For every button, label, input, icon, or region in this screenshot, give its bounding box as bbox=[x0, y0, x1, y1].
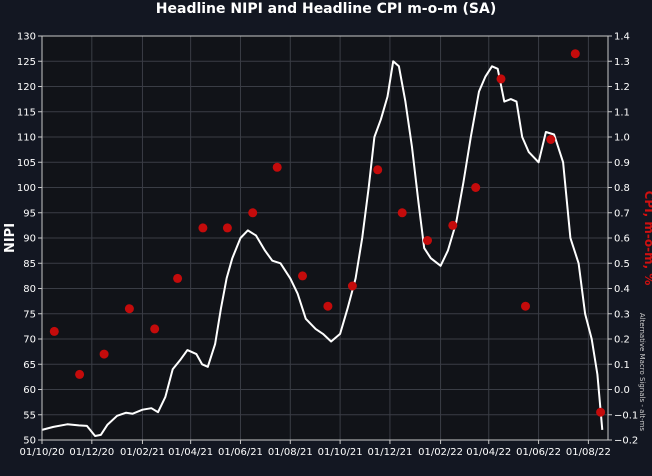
left-tick-label: 55 bbox=[23, 410, 36, 421]
cpi-point bbox=[423, 236, 432, 245]
chart-title: Headline NIPI and Headline CPI m-o-m (SA… bbox=[156, 1, 496, 17]
left-tick-label: 105 bbox=[17, 158, 36, 169]
x-tick-label: 01/08/21 bbox=[268, 447, 313, 458]
left-tick-label: 85 bbox=[23, 259, 36, 270]
cpi-point bbox=[99, 349, 109, 359]
right-axis: −0.2 −0.1 0.0 0.1 0.2 0.3 0.4 0.5 0.6 0.7 0.8 0.9 1.… bbox=[608, 32, 638, 447]
x-axis: 01/10/20 01/12/20 01/02/21 01/04/21 01/06/21… bbox=[20, 440, 611, 458]
y-axis-label: NIPI bbox=[3, 223, 18, 253]
x-tick-label: 01/08/22 bbox=[566, 447, 611, 458]
left-tick-label: 60 bbox=[23, 385, 36, 396]
cpi-point bbox=[222, 223, 232, 233]
x-tick-label: 01/04/22 bbox=[466, 447, 511, 458]
x-tick-label: 01/06/22 bbox=[516, 447, 561, 458]
right-tick-label: −0.2 bbox=[614, 436, 638, 447]
cpi-point bbox=[373, 165, 383, 175]
cpi-point bbox=[448, 220, 458, 230]
y2-axis-label: CPI, m-o-m, % bbox=[642, 191, 652, 286]
right-tick-label: 0.2 bbox=[614, 335, 630, 346]
right-tick-label: 1.0 bbox=[614, 133, 630, 144]
x-tick-label: 01/10/20 bbox=[20, 447, 65, 458]
left-tick-label: 80 bbox=[23, 284, 36, 295]
right-tick-label: 1.1 bbox=[614, 107, 630, 118]
left-tick-label: 50 bbox=[23, 436, 36, 447]
cpi-point bbox=[397, 208, 407, 218]
left-tick-label: 125 bbox=[17, 57, 36, 68]
cpi-point bbox=[49, 326, 59, 336]
cpi-point bbox=[570, 49, 580, 59]
cpi-point bbox=[272, 162, 282, 172]
watermark: Alternative Macro Signals - alt-ms bbox=[638, 313, 646, 431]
cpi-point bbox=[496, 74, 506, 84]
left-tick-label: 130 bbox=[17, 32, 36, 43]
x-tick-label: 01/06/21 bbox=[218, 447, 263, 458]
right-tick-label: −0.1 bbox=[614, 410, 638, 421]
cpi-point bbox=[150, 324, 160, 334]
right-tick-label: 0.0 bbox=[614, 385, 630, 396]
right-tick-label: 1.3 bbox=[614, 57, 630, 68]
x-tick-label: 01/12/21 bbox=[367, 447, 412, 458]
left-tick-label: 90 bbox=[23, 234, 36, 245]
cpi-point bbox=[471, 183, 481, 192]
x-tick-label: 01/10/21 bbox=[318, 447, 363, 458]
right-tick-label: 0.4 bbox=[614, 284, 630, 295]
right-tick-label: 0.8 bbox=[614, 183, 630, 194]
cpi-point bbox=[347, 281, 357, 291]
cpi-point bbox=[75, 369, 85, 379]
series-points bbox=[49, 49, 606, 417]
cpi-point bbox=[124, 304, 134, 314]
cpi-point bbox=[248, 208, 258, 218]
cpi-point bbox=[298, 271, 307, 281]
cpi-point bbox=[323, 301, 333, 311]
x-tick-label: 01/02/21 bbox=[120, 447, 165, 458]
left-tick-label: 110 bbox=[17, 133, 36, 144]
left-tick-label: 120 bbox=[17, 82, 36, 93]
series-lines bbox=[41, 60, 604, 437]
right-tick-label: 0.1 bbox=[614, 360, 630, 371]
left-tick-label: 75 bbox=[23, 309, 36, 320]
left-tick-label: 115 bbox=[17, 107, 36, 118]
right-tick-label: 0.5 bbox=[614, 259, 630, 270]
cpi-point bbox=[596, 407, 606, 417]
right-tick-label: 1.4 bbox=[614, 32, 630, 43]
x-tick-label: 01/02/22 bbox=[418, 447, 463, 458]
nipi-line bbox=[41, 60, 604, 437]
left-tick-label: 70 bbox=[23, 335, 36, 346]
right-tick-label: 0.6 bbox=[614, 234, 630, 245]
right-tick-label: 1.2 bbox=[614, 82, 630, 93]
left-tick-label: 100 bbox=[17, 183, 36, 194]
left-tick-label: 65 bbox=[23, 360, 36, 371]
cpi-point bbox=[546, 135, 556, 144]
left-axis: 50 55 60 65 70 75 80 85 90 95 100 105 110 115 120 125 13… bbox=[17, 32, 42, 447]
right-tick-label: 0.9 bbox=[614, 158, 630, 169]
cpi-point bbox=[173, 273, 183, 283]
plot-frame bbox=[41, 35, 609, 441]
right-tick-label: 0.7 bbox=[614, 208, 630, 219]
cpi-point bbox=[521, 301, 530, 311]
x-tick-label: 01/04/21 bbox=[168, 447, 213, 458]
cpi-point bbox=[198, 223, 208, 233]
x-tick-label: 01/12/20 bbox=[69, 447, 114, 458]
left-tick-label: 95 bbox=[23, 208, 36, 219]
right-tick-label: 0.3 bbox=[614, 309, 630, 320]
